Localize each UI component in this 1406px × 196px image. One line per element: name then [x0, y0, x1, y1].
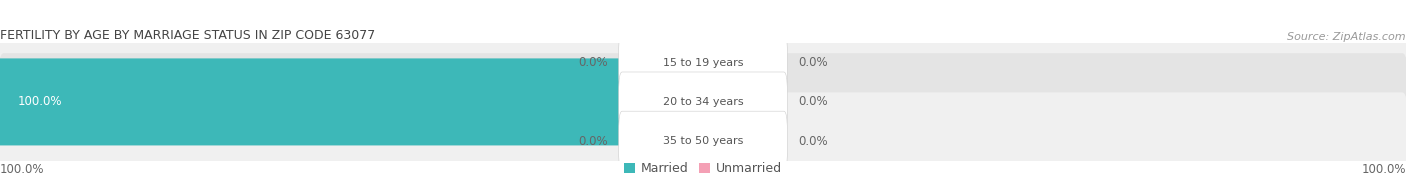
Text: 35 to 50 years: 35 to 50 years	[662, 136, 744, 146]
Text: 0.0%: 0.0%	[799, 95, 828, 108]
FancyBboxPatch shape	[0, 14, 1406, 112]
FancyBboxPatch shape	[0, 92, 1406, 190]
Legend: Married, Unmarried: Married, Unmarried	[619, 157, 787, 180]
FancyBboxPatch shape	[0, 53, 1406, 151]
FancyBboxPatch shape	[0, 58, 709, 145]
FancyBboxPatch shape	[619, 72, 787, 132]
Text: 100.0%: 100.0%	[0, 163, 45, 176]
Text: 15 to 19 years: 15 to 19 years	[662, 58, 744, 68]
FancyBboxPatch shape	[619, 111, 787, 171]
Text: 0.0%: 0.0%	[578, 135, 609, 148]
FancyBboxPatch shape	[619, 33, 787, 93]
Text: 0.0%: 0.0%	[799, 135, 828, 148]
Text: 100.0%: 100.0%	[1361, 163, 1406, 176]
Text: Source: ZipAtlas.com: Source: ZipAtlas.com	[1288, 32, 1406, 42]
Text: FERTILITY BY AGE BY MARRIAGE STATUS IN ZIP CODE 63077: FERTILITY BY AGE BY MARRIAGE STATUS IN Z…	[0, 29, 375, 42]
Text: 20 to 34 years: 20 to 34 years	[662, 97, 744, 107]
Text: 0.0%: 0.0%	[799, 56, 828, 69]
Text: 100.0%: 100.0%	[17, 95, 62, 108]
Text: 0.0%: 0.0%	[578, 56, 609, 69]
